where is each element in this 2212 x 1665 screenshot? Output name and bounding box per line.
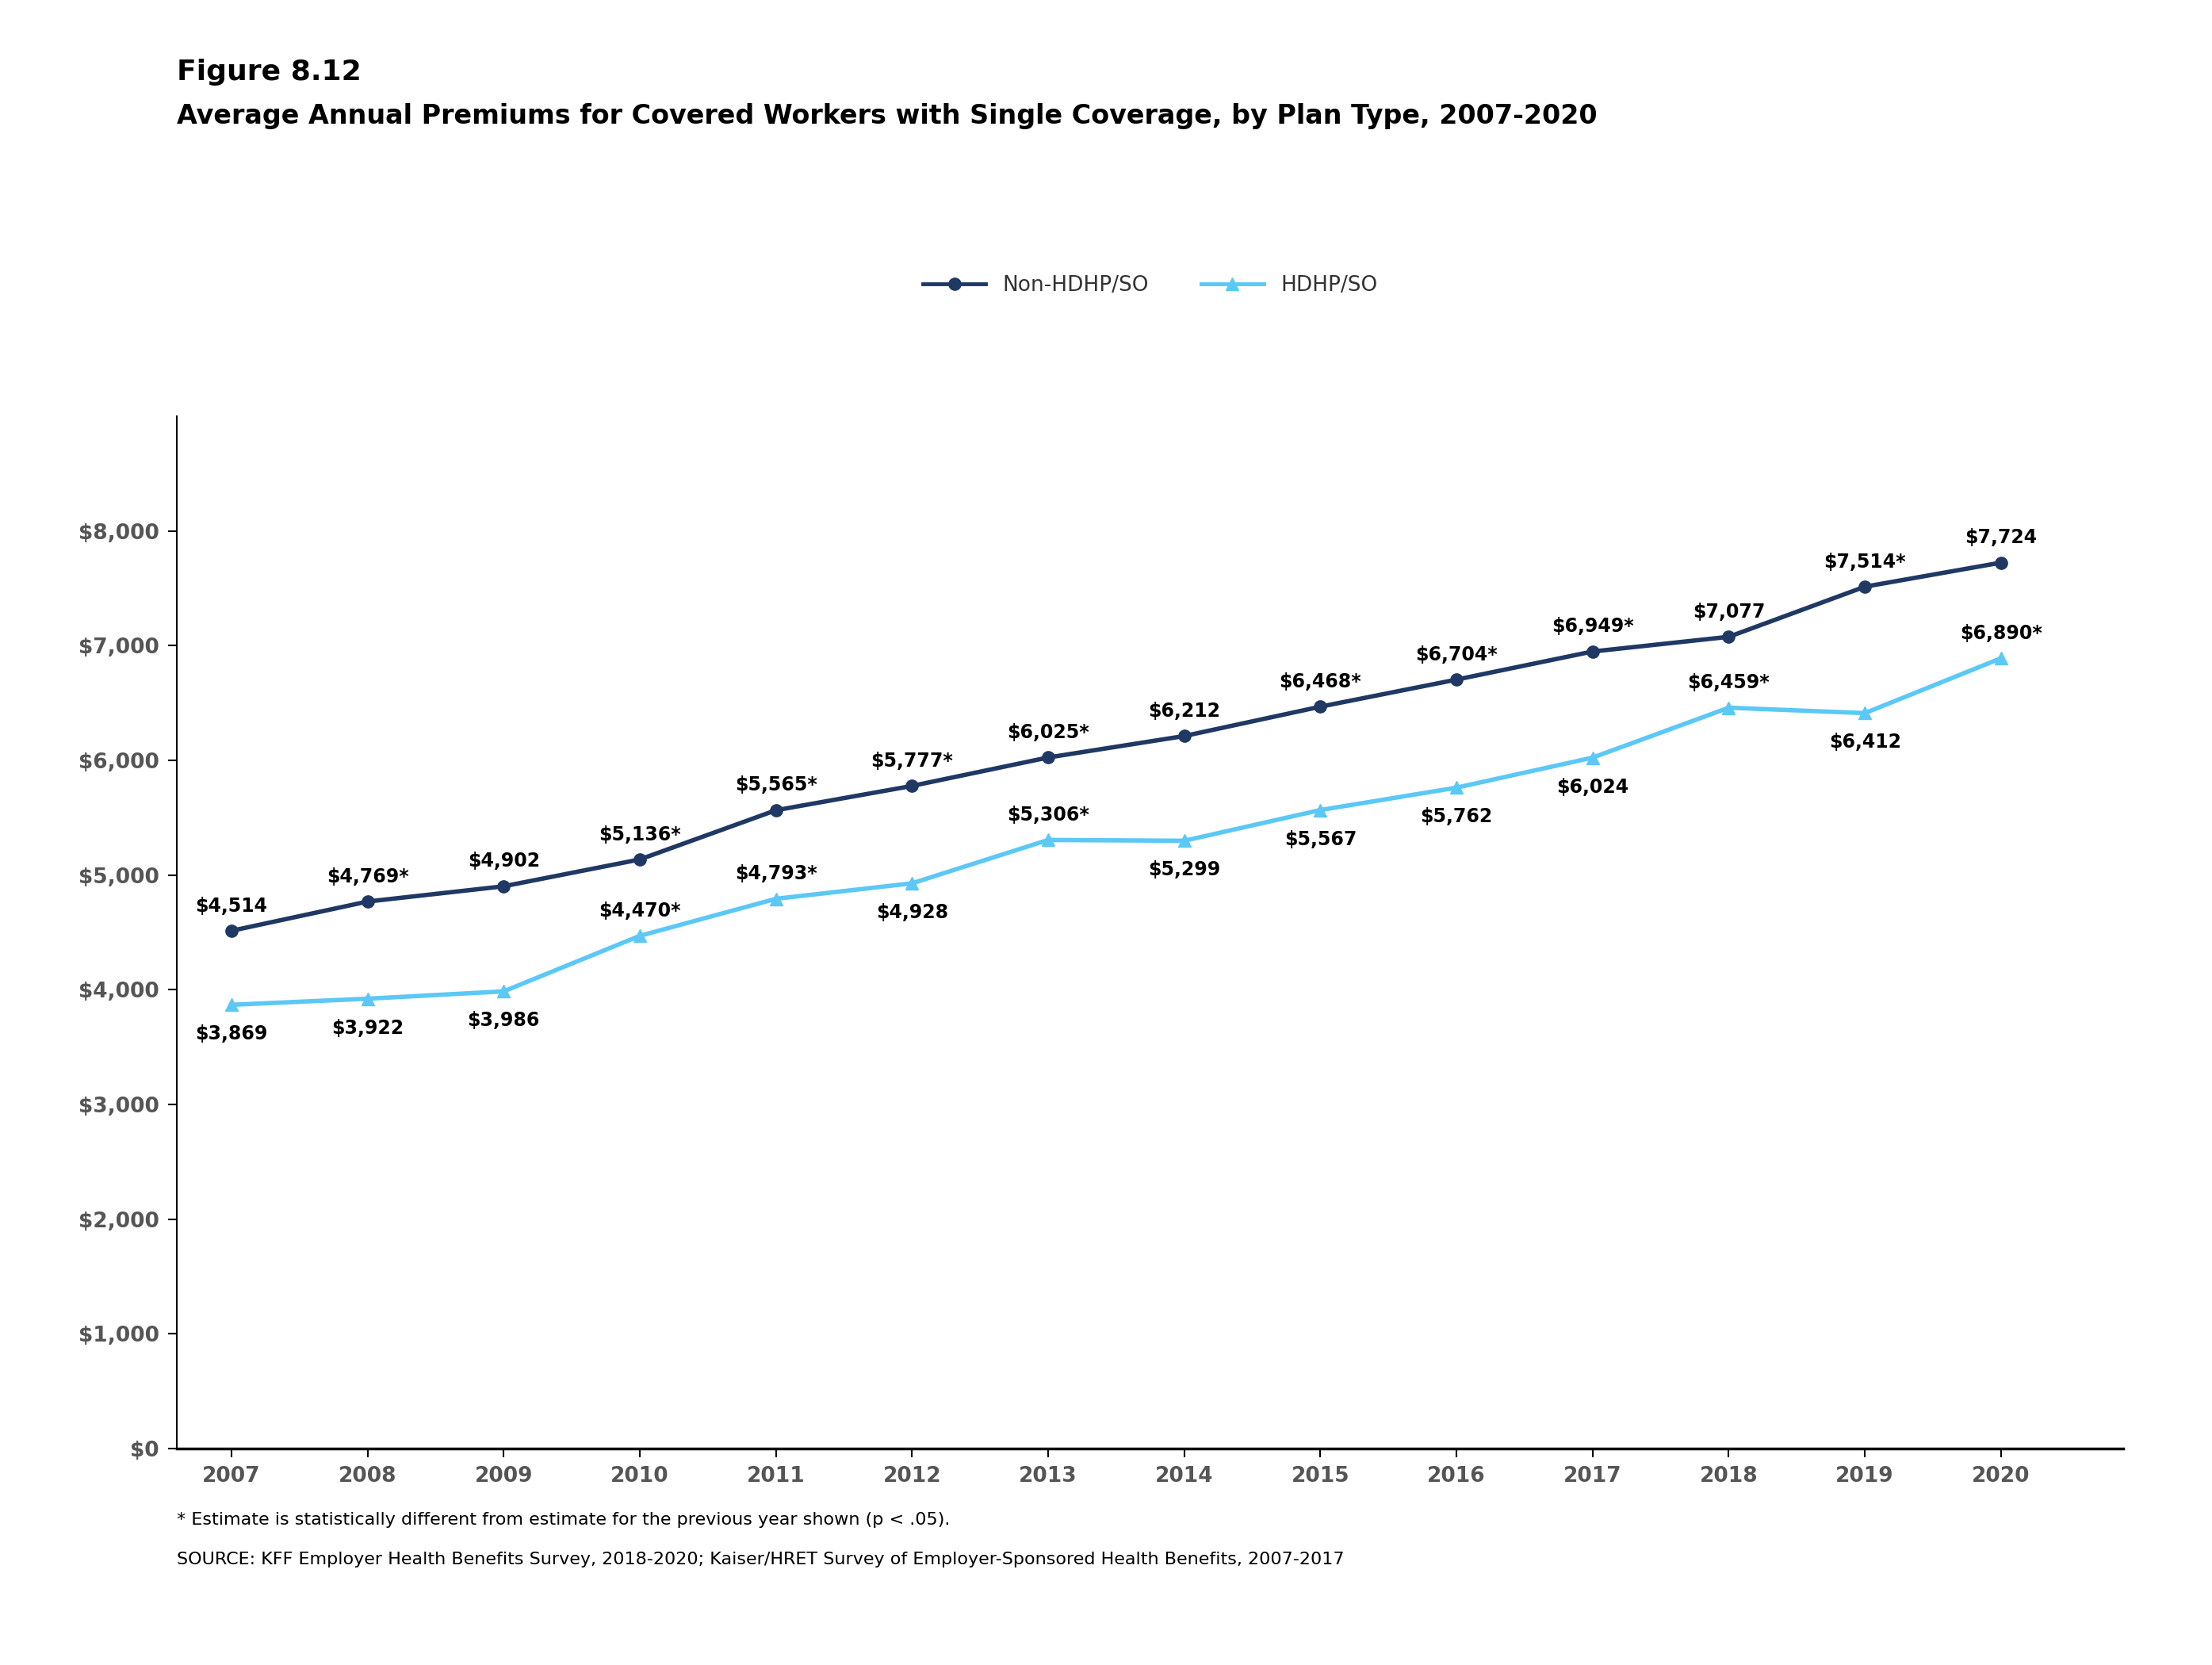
Legend: Non-HDHP/SO, HDHP/SO: Non-HDHP/SO, HDHP/SO [914, 266, 1387, 305]
Text: $3,869: $3,869 [195, 1024, 268, 1044]
Text: SOURCE: KFF Employer Health Benefits Survey, 2018-2020; Kaiser/HRET Survey of Em: SOURCE: KFF Employer Health Benefits Sur… [177, 1552, 1345, 1568]
Text: $5,567: $5,567 [1285, 829, 1356, 849]
Text: $6,212: $6,212 [1148, 701, 1221, 721]
Text: $6,890*: $6,890* [1960, 624, 2042, 643]
Text: $5,762: $5,762 [1420, 808, 1493, 826]
Text: $5,299: $5,299 [1148, 861, 1221, 879]
Text: $6,024: $6,024 [1557, 778, 1628, 796]
Text: $4,793*: $4,793* [734, 864, 816, 884]
Text: $4,928: $4,928 [876, 902, 949, 922]
Text: $6,468*: $6,468* [1279, 673, 1363, 691]
Text: $4,902: $4,902 [467, 852, 540, 871]
Text: $7,724: $7,724 [1964, 528, 2037, 548]
Text: $5,306*: $5,306* [1006, 806, 1088, 824]
Text: $3,922: $3,922 [332, 1019, 403, 1037]
Text: $6,704*: $6,704* [1416, 644, 1498, 664]
Text: $5,777*: $5,777* [872, 751, 953, 771]
Text: Figure 8.12: Figure 8.12 [177, 58, 361, 85]
Text: $6,025*: $6,025* [1006, 723, 1088, 743]
Text: $4,514: $4,514 [195, 896, 268, 916]
Text: $6,459*: $6,459* [1688, 673, 1770, 693]
Text: $7,514*: $7,514* [1825, 553, 1907, 571]
Text: Average Annual Premiums for Covered Workers with Single Coverage, by Plan Type, : Average Annual Premiums for Covered Work… [177, 103, 1597, 130]
Text: $5,565*: $5,565* [734, 776, 816, 794]
Text: * Estimate is statistically different from estimate for the previous year shown : * Estimate is statistically different fr… [177, 1512, 951, 1528]
Text: $7,077: $7,077 [1692, 603, 1765, 621]
Text: $4,769*: $4,769* [327, 867, 409, 886]
Text: $3,986: $3,986 [467, 1011, 540, 1031]
Text: $6,949*: $6,949* [1551, 618, 1635, 636]
Text: $4,470*: $4,470* [599, 901, 681, 921]
Text: $6,412: $6,412 [1829, 733, 1900, 753]
Text: $5,136*: $5,136* [599, 824, 681, 844]
